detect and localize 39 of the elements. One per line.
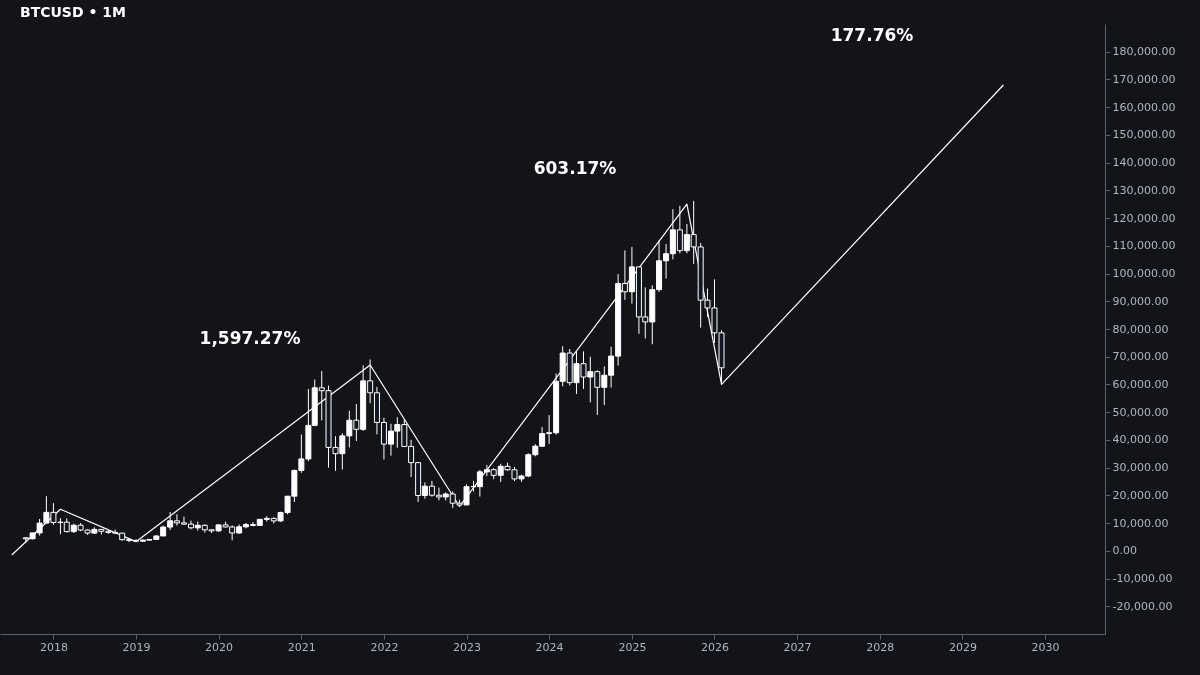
- x-tick-label: 2022: [370, 640, 399, 654]
- y-tick-label: 90,000.00: [1112, 294, 1169, 308]
- x-tick-label: 2021: [287, 640, 316, 654]
- y-tick-label: 160,000.00: [1112, 100, 1176, 114]
- x-tick-label: 2018: [39, 640, 68, 654]
- chart-title: BTCUSD • 1M: [20, 4, 126, 20]
- x-tick-label: 2027: [783, 640, 812, 654]
- y-tick-label: 180,000.00: [1112, 45, 1176, 59]
- x-tick-label: 2024: [535, 640, 564, 654]
- x-tick-label: 2030: [1031, 640, 1060, 654]
- y-tick-label: 120,000.00: [1112, 211, 1176, 225]
- y-tick-label: 130,000.00: [1112, 183, 1176, 197]
- y-tick-label: 40,000.00: [1112, 433, 1169, 447]
- x-tick-label: 2020: [205, 640, 234, 654]
- annotation: 177.76%: [830, 25, 914, 45]
- x-tick-label: 2019: [122, 640, 151, 654]
- y-tick-label: 50,000.00: [1112, 405, 1169, 419]
- x-tick-label: 2026: [700, 640, 729, 654]
- y-tick-label: 10,000.00: [1112, 516, 1169, 530]
- annotation: 1,597.27%: [199, 328, 301, 348]
- y-tick-label: 140,000.00: [1112, 156, 1176, 170]
- y-tick-label: 20,000.00: [1112, 488, 1169, 502]
- y-tick-label: -10,000.00: [1112, 572, 1173, 586]
- y-tick-label: -20,000.00: [1112, 599, 1173, 613]
- y-tick-label: 80,000.00: [1112, 322, 1169, 336]
- y-tick-label: 100,000.00: [1112, 267, 1176, 281]
- x-tick-label: 2023: [453, 640, 482, 654]
- y-tick-label: 0.00: [1112, 544, 1137, 558]
- x-tick-label: 2028: [866, 640, 895, 654]
- x-tick-label: 2029: [948, 640, 977, 654]
- y-tick-label: 60,000.00: [1112, 377, 1169, 391]
- line-series: [11, 84, 1004, 556]
- annotation: 603.17%: [533, 158, 617, 178]
- y-tick-label: 70,000.00: [1112, 350, 1169, 364]
- y-tick-label: 110,000.00: [1112, 239, 1176, 253]
- y-tick-label: 150,000.00: [1112, 128, 1176, 142]
- y-tick-label: 30,000.00: [1112, 461, 1169, 475]
- y-tick-label: 170,000.00: [1112, 72, 1176, 86]
- x-tick-label: 2025: [618, 640, 647, 654]
